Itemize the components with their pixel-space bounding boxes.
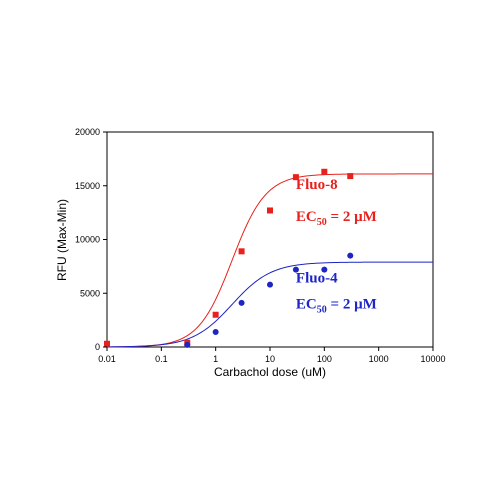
x-tick-label: 1 xyxy=(213,354,218,364)
fluo8-data-point xyxy=(267,207,273,214)
fluo4-data-point xyxy=(184,341,191,348)
x-axis-label: Carbachol dose (uM) xyxy=(214,365,326,379)
x-tick-label: 1000 xyxy=(369,354,389,364)
fluo8-ec-annotation: EC50 = 2 μM xyxy=(296,209,377,228)
fluo4-data-point xyxy=(321,266,328,273)
y-tick-label: 10000 xyxy=(75,235,100,245)
y-tick-label: 20000 xyxy=(75,127,100,137)
fluo4-data-point xyxy=(238,299,245,306)
fluo4-data-point xyxy=(212,328,219,335)
x-tick-label: 10000 xyxy=(420,354,445,364)
fluo4-fit-curve xyxy=(106,261,433,348)
fluo4-ec-annotation: EC50 = 2 μM xyxy=(296,296,377,315)
fluo8-data-point xyxy=(238,248,245,255)
fluo8-data-point xyxy=(347,173,354,180)
fluo8-data-point xyxy=(104,340,110,347)
x-tick-label: 0.01 xyxy=(98,354,116,364)
fluo4-name-annotation: Fluo-4 xyxy=(296,271,338,287)
fluo8-data-point xyxy=(292,174,299,181)
annotations: Fluo-8 EC50 = 2 μM Fluo-4 EC50 = 2 μM xyxy=(296,177,377,315)
fluo8-name-annotation: Fluo-8 xyxy=(296,177,338,193)
fluo4-data-point xyxy=(347,252,354,259)
fluo4-data-point xyxy=(292,266,299,273)
y-tick-label: 15000 xyxy=(75,181,100,191)
x-tick-label: 100 xyxy=(317,354,332,364)
x-axis-ticks: 0.01 0.1 1 10 100 1000 10000 xyxy=(98,347,446,364)
y-tick-label: 5000 xyxy=(80,288,100,298)
data-points xyxy=(104,168,354,348)
x-tick-label: 0.1 xyxy=(155,354,168,364)
x-tick-label: 10 xyxy=(265,354,275,364)
y-axis-label: RFU (Max-Min) xyxy=(55,199,69,281)
fluo4-data-point xyxy=(267,281,273,288)
y-axis-ticks: 0 5000 10000 15000 20000 xyxy=(75,127,107,352)
fit-curves xyxy=(106,173,433,348)
fluo8-data-point xyxy=(212,311,219,318)
y-tick-label: 0 xyxy=(95,342,100,352)
plot-area xyxy=(106,131,434,348)
fluo8-data-point xyxy=(321,168,328,175)
